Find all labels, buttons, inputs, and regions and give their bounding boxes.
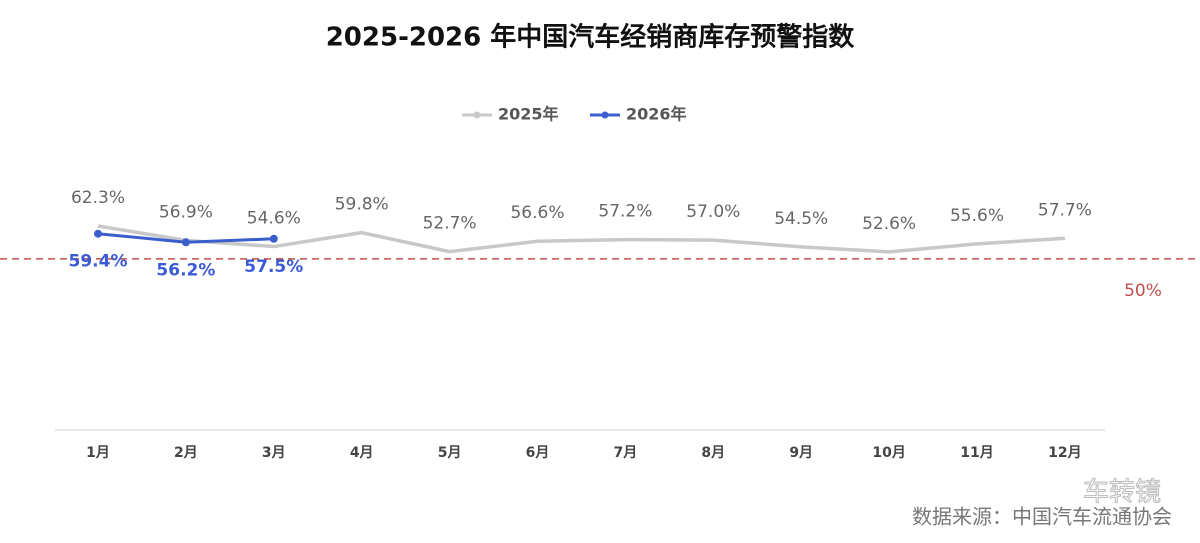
x-tick-label: 9月 bbox=[789, 445, 813, 461]
x-tick-label: 5月 bbox=[438, 445, 462, 461]
data-label: 52.6% bbox=[862, 214, 916, 234]
data-label: 59.8% bbox=[335, 195, 389, 215]
reference-label: 50% bbox=[1124, 281, 1162, 301]
series-line bbox=[97, 224, 1066, 254]
data-label: 59.4% bbox=[69, 252, 128, 272]
chart-title: 2025-2026 年中国汽车经销商库存预警指数 bbox=[326, 22, 856, 53]
x-tick-label: 6月 bbox=[526, 445, 550, 461]
legend-label: 2026年 bbox=[626, 105, 687, 124]
x-tick-label: 12月 bbox=[1048, 445, 1081, 461]
x-tick-label: 11月 bbox=[960, 445, 993, 461]
data-label: 56.6% bbox=[510, 203, 564, 223]
legend-label: 2025年 bbox=[498, 105, 559, 124]
data-label: 57.0% bbox=[686, 202, 740, 222]
data-label: 56.9% bbox=[159, 202, 213, 222]
data-label: 57.7% bbox=[1038, 200, 1092, 220]
data-label: 55.6% bbox=[950, 206, 1004, 226]
data-label: 54.5% bbox=[774, 209, 828, 229]
data-label: 56.2% bbox=[156, 260, 215, 280]
x-tick-label: 1月 bbox=[86, 445, 110, 461]
x-tick-label: 7月 bbox=[614, 445, 638, 461]
data-point bbox=[94, 229, 102, 238]
x-tick-label: 8月 bbox=[701, 445, 725, 461]
data-label: 54.6% bbox=[247, 209, 301, 229]
data-label: 62.3% bbox=[71, 188, 125, 208]
x-tick-label: 2月 bbox=[174, 445, 198, 461]
legend-marker bbox=[473, 111, 481, 119]
watermark: 车转镜 bbox=[1083, 478, 1161, 508]
data-label: 57.2% bbox=[598, 202, 652, 222]
x-tick-label: 10月 bbox=[872, 445, 905, 461]
source-note: 数据来源：中国汽车流通协会 bbox=[912, 505, 1172, 529]
legend-marker bbox=[601, 111, 609, 119]
data-point bbox=[181, 238, 190, 247]
data-point bbox=[269, 234, 278, 243]
data-label: 52.7% bbox=[423, 214, 477, 234]
data-label: 57.5% bbox=[244, 257, 303, 277]
x-tick-label: 3月 bbox=[262, 445, 286, 461]
x-tick-label: 4月 bbox=[350, 445, 374, 461]
